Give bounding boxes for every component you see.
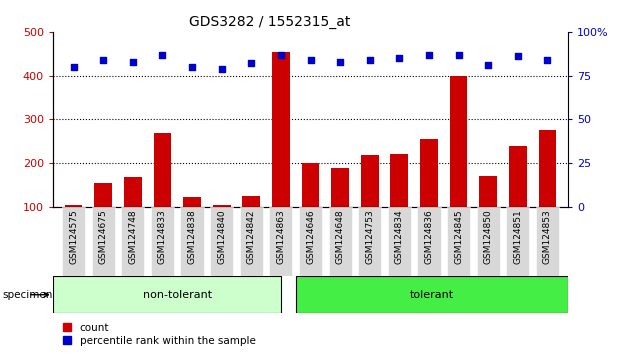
Point	[217, 66, 227, 72]
Bar	[536, 207, 559, 276]
Text: GSM124648: GSM124648	[335, 209, 345, 264]
Bar	[181, 207, 204, 276]
Text: GSM124646: GSM124646	[306, 209, 315, 264]
Text: GSM124675: GSM124675	[99, 209, 107, 264]
Bar	[447, 207, 470, 276]
Bar	[153, 133, 171, 251]
Bar	[94, 183, 112, 251]
Point	[157, 52, 167, 57]
Bar	[53, 276, 281, 313]
Bar	[331, 168, 349, 251]
Bar	[240, 207, 263, 276]
Point	[276, 52, 286, 57]
Bar	[242, 196, 260, 251]
Bar	[329, 207, 351, 276]
Bar	[450, 76, 468, 251]
Text: GSM124853: GSM124853	[543, 209, 552, 264]
Bar	[420, 139, 438, 251]
Text: GSM124833: GSM124833	[158, 209, 167, 264]
Text: GSM124863: GSM124863	[276, 209, 286, 264]
Text: GSM124836: GSM124836	[425, 209, 433, 264]
Bar	[299, 207, 322, 276]
Bar	[121, 207, 144, 276]
Title: GDS3282 / 1552315_at: GDS3282 / 1552315_at	[189, 16, 350, 29]
Point	[247, 61, 256, 66]
Bar	[509, 146, 527, 251]
Bar	[506, 207, 530, 276]
Bar	[302, 163, 319, 251]
Point	[365, 57, 374, 63]
Text: GSM124840: GSM124840	[217, 209, 226, 264]
Text: GSM124838: GSM124838	[188, 209, 196, 264]
Bar	[65, 205, 83, 251]
Bar	[124, 177, 142, 251]
Text: GSM124834: GSM124834	[395, 209, 404, 264]
Bar	[361, 154, 379, 251]
Point	[187, 64, 197, 70]
Text: specimen: specimen	[2, 290, 53, 300]
Point	[424, 52, 434, 57]
Legend: count, percentile rank within the sample: count, percentile rank within the sample	[59, 319, 260, 350]
Point	[68, 64, 78, 70]
Bar	[213, 205, 230, 251]
Point	[394, 55, 404, 61]
Bar	[391, 154, 408, 251]
Text: tolerant: tolerant	[410, 290, 454, 300]
Point	[128, 59, 138, 64]
Bar	[183, 198, 201, 251]
Point	[306, 57, 315, 63]
Bar	[272, 52, 290, 251]
Text: GSM124753: GSM124753	[365, 209, 374, 264]
Point	[543, 57, 553, 63]
Bar	[417, 207, 440, 276]
Text: GSM124748: GSM124748	[129, 209, 137, 264]
Bar	[151, 207, 174, 276]
Bar	[388, 207, 411, 276]
Bar	[477, 207, 500, 276]
Bar	[538, 130, 556, 251]
Bar	[270, 207, 292, 276]
Bar	[91, 207, 115, 276]
Point	[335, 59, 345, 64]
Text: GSM124850: GSM124850	[484, 209, 492, 264]
Bar	[62, 207, 85, 276]
Text: GSM124575: GSM124575	[69, 209, 78, 264]
Bar	[479, 176, 497, 251]
Text: GSM124851: GSM124851	[514, 209, 522, 264]
Text: GSM124842: GSM124842	[247, 209, 256, 264]
Point	[483, 62, 493, 68]
Point	[454, 52, 464, 57]
Bar	[296, 276, 568, 313]
Bar	[210, 207, 233, 276]
Text: non-tolerant: non-tolerant	[143, 290, 212, 300]
Point	[98, 57, 108, 63]
Point	[513, 53, 523, 59]
Text: GSM124845: GSM124845	[454, 209, 463, 264]
Bar	[358, 207, 381, 276]
